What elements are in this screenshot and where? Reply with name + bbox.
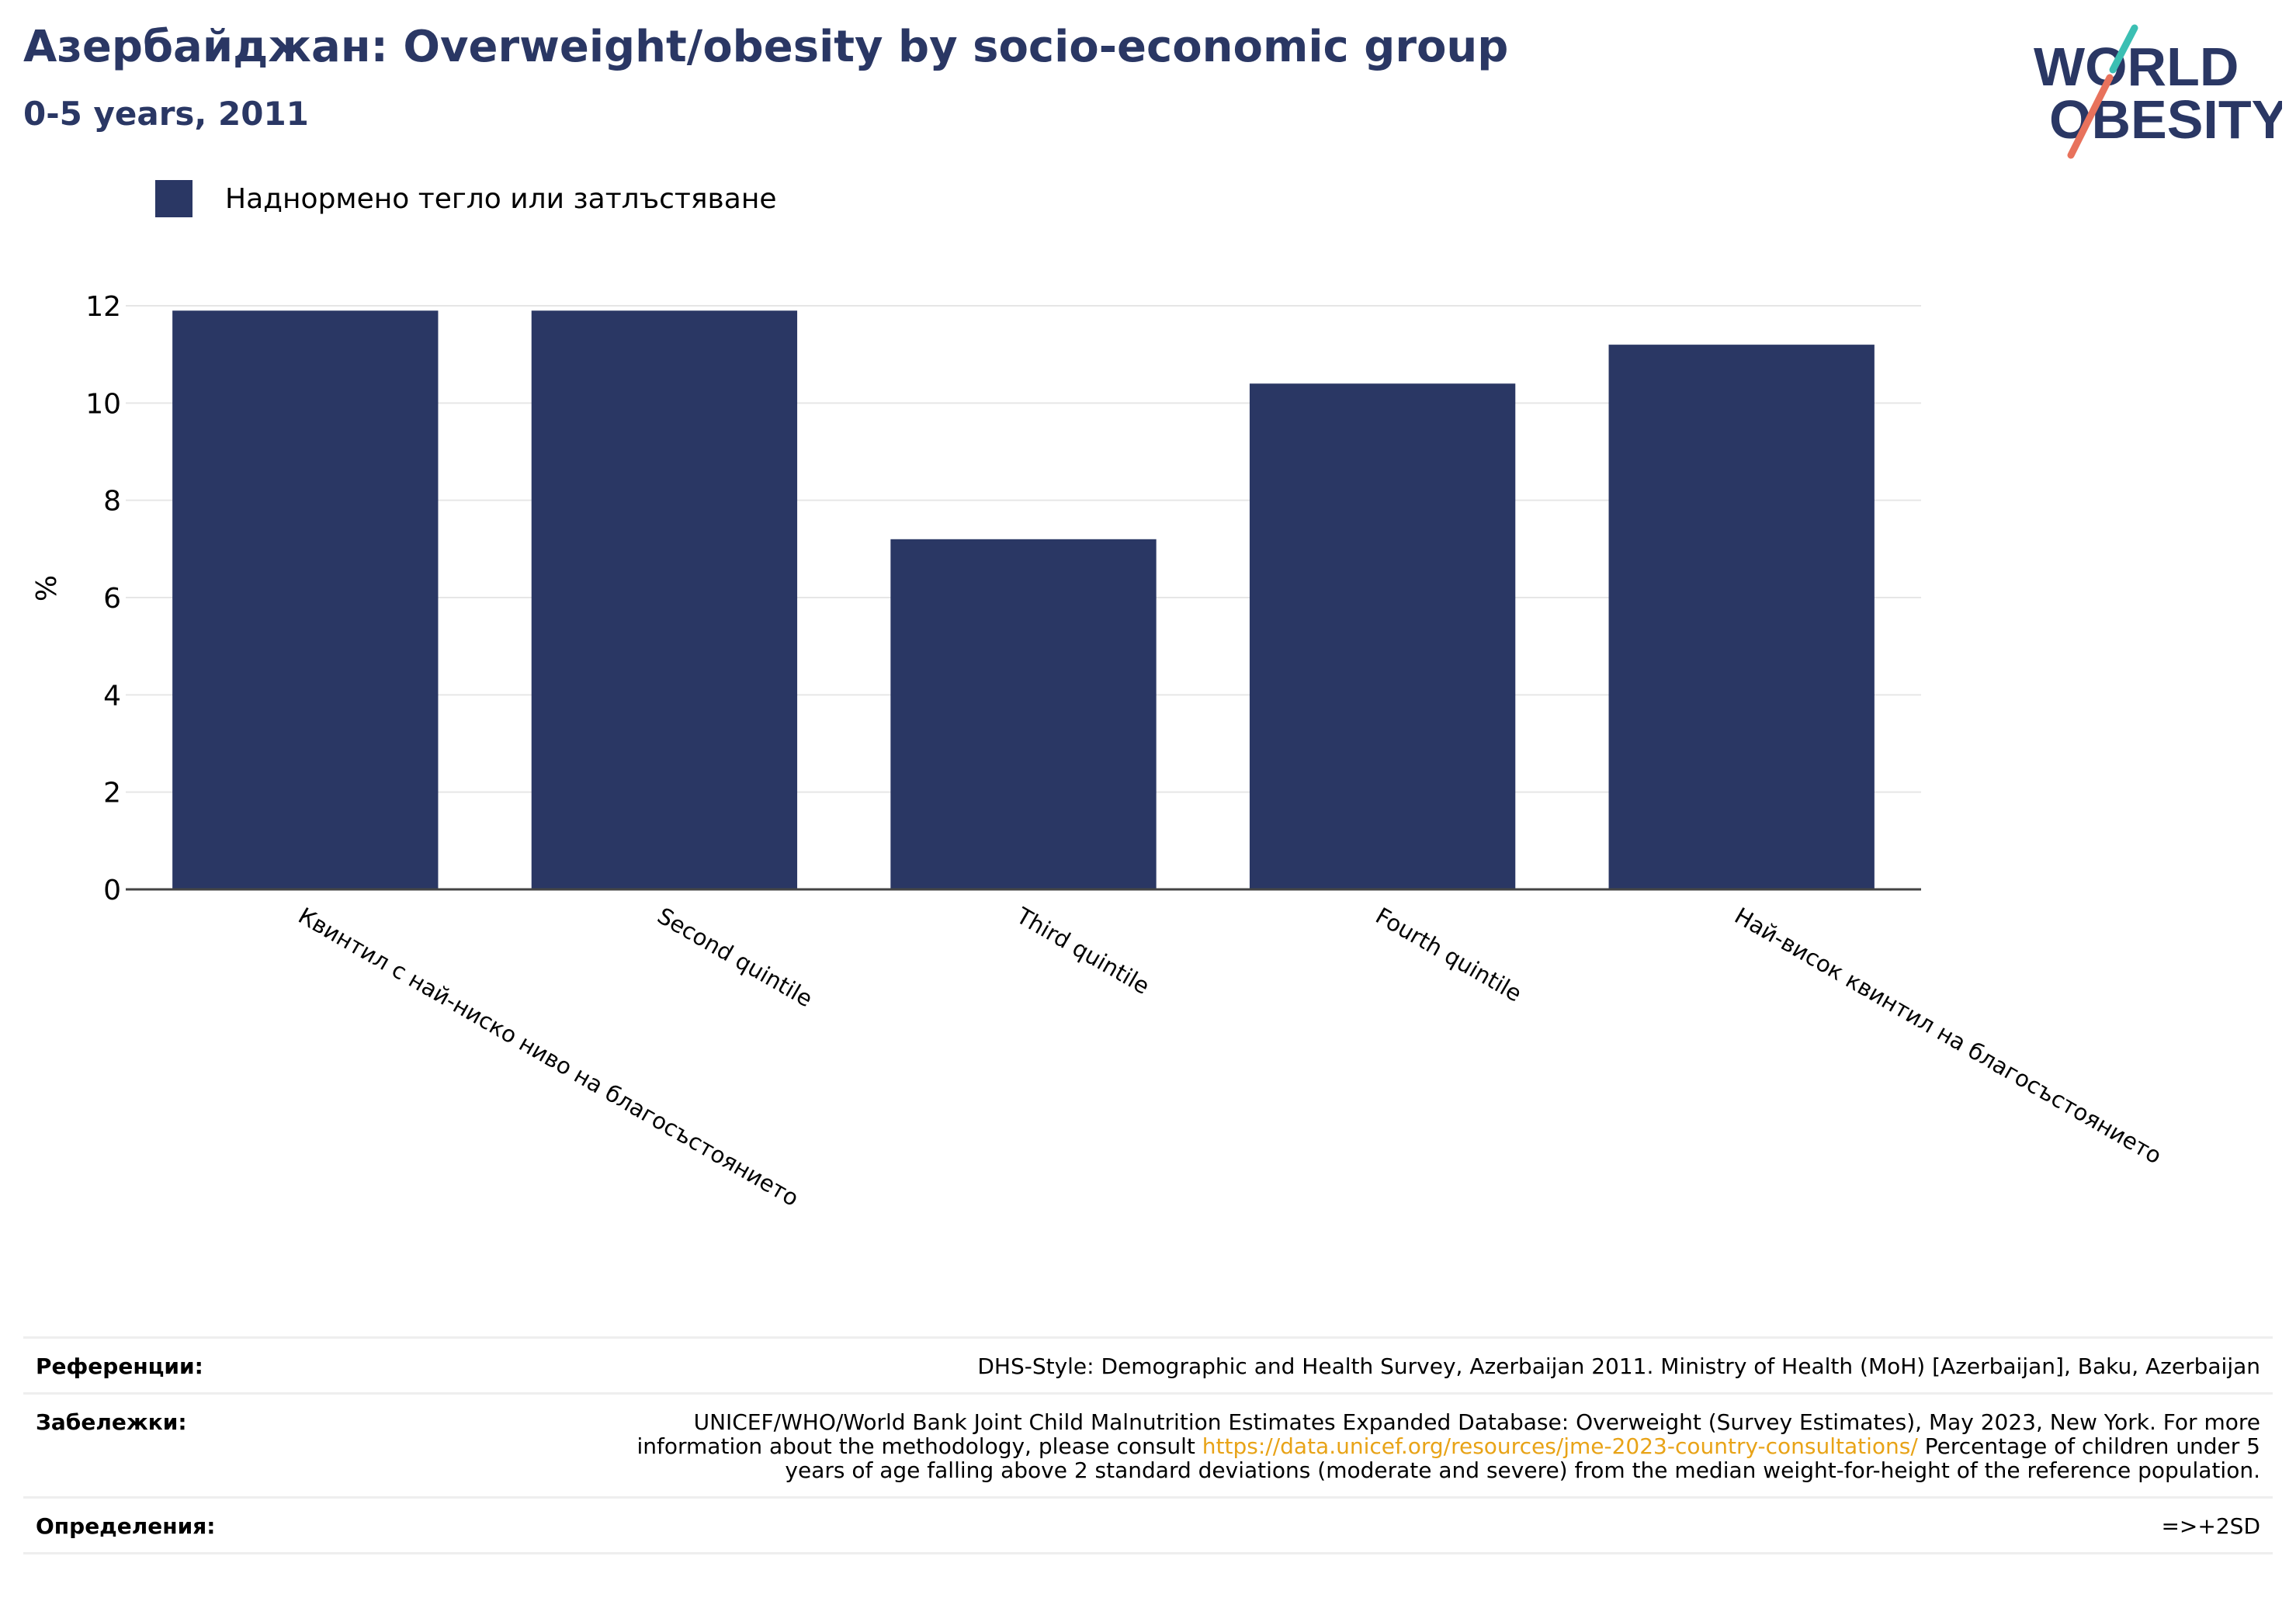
definitions-value: =>+2SD bbox=[2161, 1513, 2260, 1539]
y-tick-label: 8 bbox=[103, 486, 121, 518]
x-tick-label: Най-висок квинтил на благосъстоянието bbox=[1730, 903, 2166, 1170]
x-tick-label: Second quintile bbox=[653, 903, 817, 1013]
chart-title: Азербайджан: Overweight/obesity by socio… bbox=[23, 22, 1509, 72]
legend-label: Наднормено тегло или затлъстяване bbox=[225, 182, 777, 215]
legend: Наднормено тегло или затлъстяване bbox=[155, 180, 777, 217]
y-tick-label: 0 bbox=[103, 875, 121, 906]
chart-subtitle: 0-5 years, 2011 bbox=[23, 95, 309, 133]
methodology-link[interactable]: https://data.unicef.org/resources/jme-20… bbox=[1202, 1433, 1918, 1459]
bar bbox=[1249, 383, 1516, 889]
logo-line1: WORLD bbox=[2034, 36, 2239, 97]
references-row: Референции: DHS-Style: Demographic and H… bbox=[23, 1336, 2273, 1392]
bar bbox=[1608, 345, 1875, 890]
bars bbox=[172, 310, 1875, 890]
notes-label: Забележки: bbox=[36, 1409, 187, 1435]
y-axis-label: % bbox=[31, 575, 63, 601]
y-tick-label: 10 bbox=[85, 388, 121, 420]
references-table: Референции: DHS-Style: Demographic and H… bbox=[23, 1336, 2273, 1554]
definitions-row: Определения: =>+2SD bbox=[23, 1496, 2273, 1554]
world-obesity-logo: WORLD OBESITY bbox=[2034, 24, 2282, 159]
y-tick-label: 4 bbox=[103, 680, 121, 712]
bar bbox=[890, 539, 1157, 889]
notes-text: UNICEF/WHO/World Bank Joint Child Malnut… bbox=[636, 1409, 2261, 1459]
notes-value: UNICEF/WHO/World Bank Joint Child Malnut… bbox=[591, 1409, 2261, 1483]
y-tick-label: 2 bbox=[103, 778, 121, 809]
notes-row: Забележки: UNICEF/WHO/World Bank Joint C… bbox=[23, 1392, 2273, 1496]
y-tick-label: 6 bbox=[103, 583, 121, 615]
definitions-label: Определения: bbox=[36, 1513, 216, 1539]
x-tick-label: Fourth quintile bbox=[1371, 903, 1526, 1007]
y-tick-label: 12 bbox=[85, 291, 121, 323]
x-tick-label: Third quintile bbox=[1011, 902, 1154, 1000]
notes-text-continued: Percentage of children under 5 years of … bbox=[785, 1433, 2260, 1483]
legend-swatch bbox=[155, 180, 192, 217]
bar bbox=[531, 310, 798, 889]
bar bbox=[172, 310, 439, 889]
references-value: DHS-Style: Demographic and Health Survey… bbox=[977, 1353, 2260, 1379]
references-label: Референции: bbox=[36, 1353, 203, 1379]
